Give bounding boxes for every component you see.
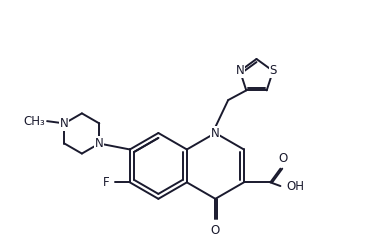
Text: N: N [236,64,244,77]
Text: N: N [60,117,69,130]
Text: N: N [211,126,220,139]
Text: N: N [95,137,103,150]
Text: S: S [269,64,277,77]
Text: O: O [278,152,287,165]
Text: OH: OH [286,180,304,193]
Text: O: O [211,224,220,237]
Text: CH₃: CH₃ [23,115,45,128]
Text: F: F [103,176,110,189]
